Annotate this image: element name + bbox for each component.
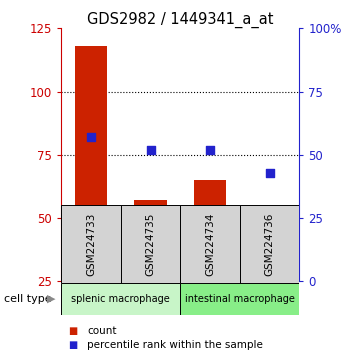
Text: ▶: ▶ [47,294,56,304]
Text: ■: ■ [68,326,77,336]
Title: GDS2982 / 1449341_a_at: GDS2982 / 1449341_a_at [87,12,273,28]
Text: count: count [88,326,117,336]
Text: ■: ■ [68,340,77,350]
Text: splenic macrophage: splenic macrophage [71,294,170,304]
Text: GSM224735: GSM224735 [146,212,155,276]
Bar [194,180,226,345]
Point [88,134,94,140]
Bar [134,200,167,345]
Bar [240,205,299,283]
Text: percentile rank within the sample: percentile rank within the sample [88,340,263,350]
Bar [180,283,299,315]
Point [267,170,272,176]
Point [207,147,213,153]
Text: cell type: cell type [4,294,51,304]
Bar [61,283,180,315]
Text: intestinal macrophage: intestinal macrophage [185,294,295,304]
Text: GSM224736: GSM224736 [265,212,274,276]
Text: GSM224734: GSM224734 [205,212,215,276]
Bar [121,205,180,283]
Bar [180,205,240,283]
Bar [61,205,121,283]
Bar [75,46,107,345]
Text: GSM224733: GSM224733 [86,212,96,276]
Point [148,147,153,153]
Bar [253,259,286,345]
